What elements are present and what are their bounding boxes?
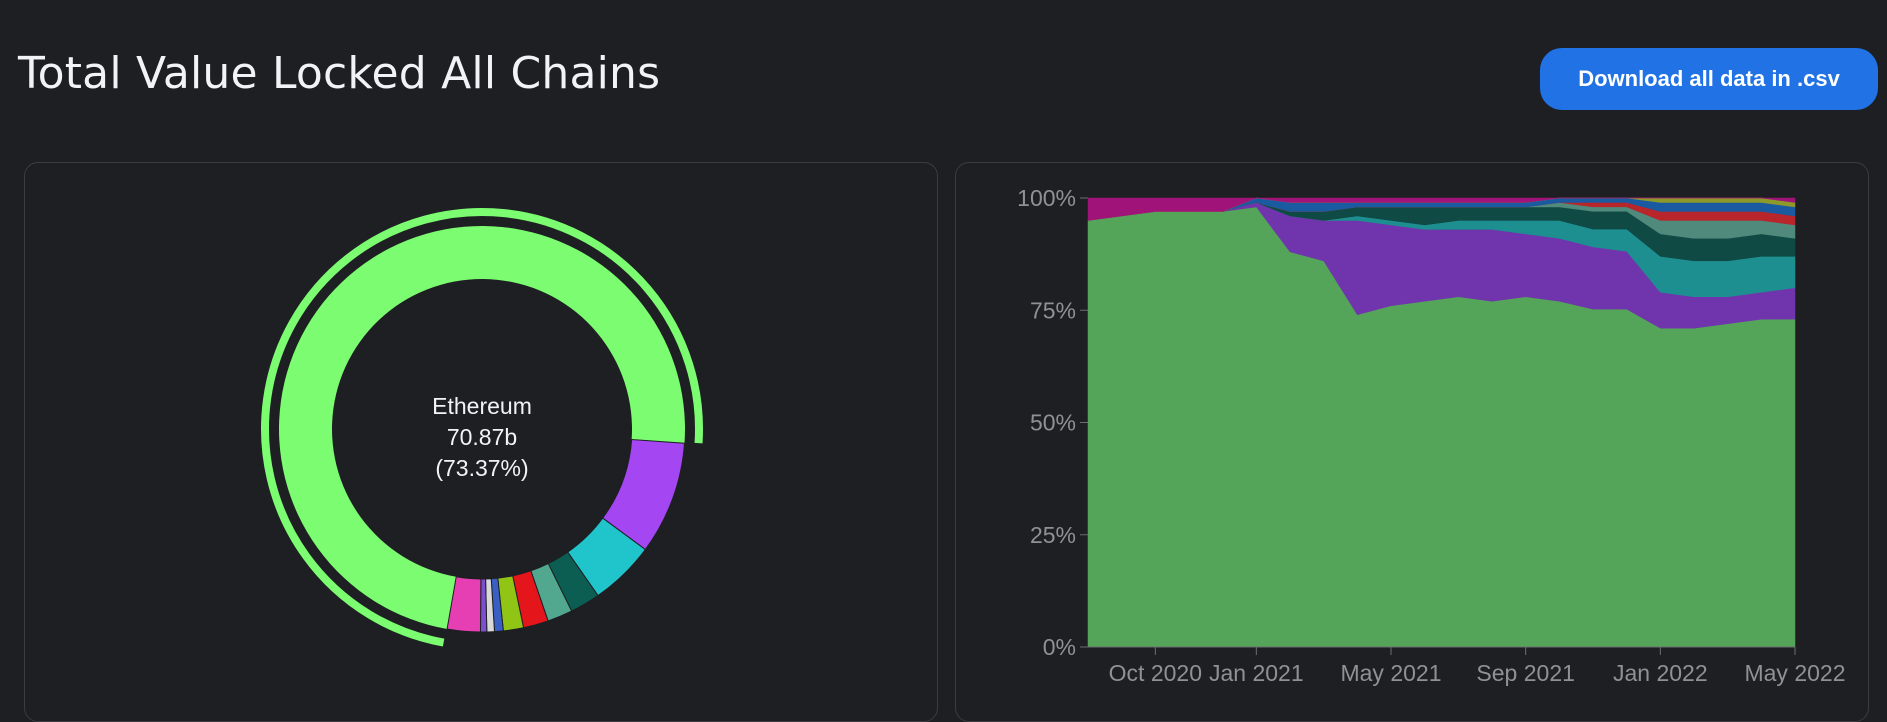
- x-tick-label: Jan 2022: [1613, 660, 1708, 686]
- y-tick-label: 25%: [1030, 522, 1076, 548]
- x-tick-label: Jan 2021: [1209, 660, 1304, 686]
- area-series-8[interactable]: [1087, 197, 1796, 221]
- download-csv-button[interactable]: Download all data in .csv: [1540, 48, 1878, 110]
- donut-center-label: Ethereum 70.87b (73.37%): [25, 391, 937, 484]
- x-tick-label: Sep 2021: [1476, 660, 1574, 686]
- x-tick-label: May 2022: [1744, 660, 1845, 686]
- y-tick-label: 75%: [1030, 297, 1076, 323]
- donut-chart-panel: Ethereum 70.87b (73.37%): [24, 162, 938, 722]
- page-title: Total Value Locked All Chains: [18, 48, 661, 99]
- x-tick-label: May 2021: [1340, 660, 1441, 686]
- area-chart-panel: 0% 25% 50% 75% 100% Oct 2020 Jan 2021 May 2021 S…: [955, 162, 1869, 722]
- donut-center-percent: (73.37%): [435, 455, 529, 481]
- donut-center-value: 70.87b: [446, 424, 518, 450]
- donut-slice-10[interactable]: [446, 576, 482, 633]
- donut-chart: [261, 208, 703, 647]
- donut-slice-9[interactable]: [479, 578, 488, 633]
- donut-center-name: Ethereum: [432, 393, 532, 419]
- stacked-area-chart: 0% 25% 50% 75% 100% Oct 2020 Jan 2021 May 2021 S…: [1017, 185, 1845, 686]
- y-tick-label: 0%: [1043, 634, 1076, 660]
- x-tick-label: Oct 2020: [1109, 660, 1202, 686]
- y-tick-label: 50%: [1030, 410, 1076, 436]
- donut-highlight-arc: [261, 208, 703, 647]
- y-tick-label: 100%: [1017, 185, 1076, 211]
